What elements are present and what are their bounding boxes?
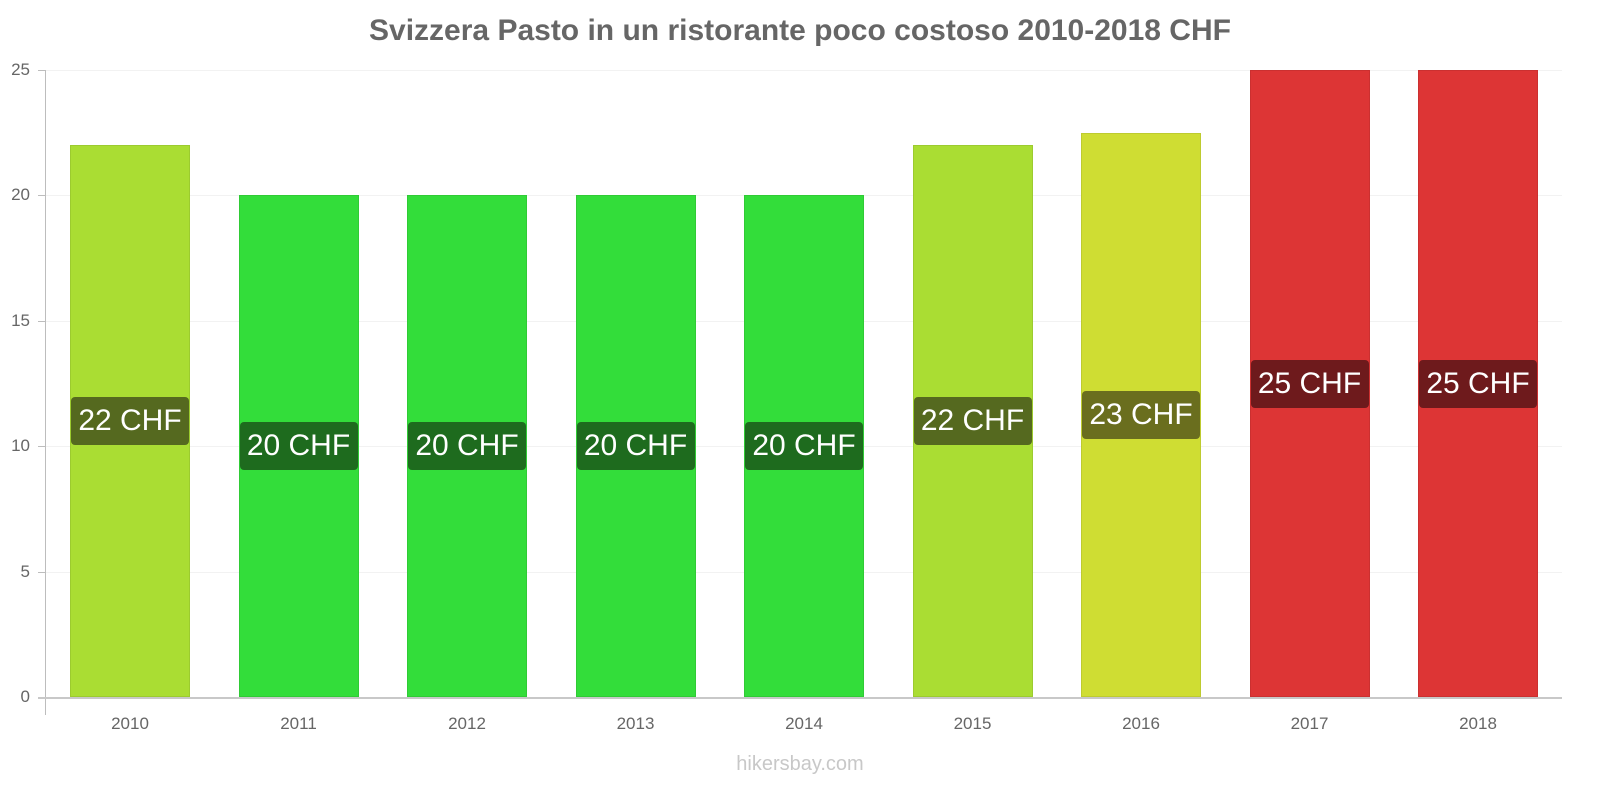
y-tick-label: 15: [11, 310, 30, 330]
data-label: 23 CHF: [1082, 390, 1200, 439]
y-tick-label: 5: [20, 561, 30, 581]
data-label: 20 CHF: [239, 422, 358, 471]
data-label: 20 CHF: [576, 422, 695, 471]
x-tick-label: 2013: [616, 714, 655, 733]
x-tick-label: 2014: [785, 714, 823, 733]
data-label: 25 CHF: [1419, 359, 1537, 408]
x-tick-label: 2018: [1459, 714, 1497, 733]
gridline: [46, 70, 1562, 71]
x-tick-label: 2017: [1290, 714, 1329, 733]
x-tick-label: 2010: [111, 714, 149, 733]
data-label: 20 CHF: [745, 422, 863, 471]
data-label: 22 CHF: [913, 397, 1032, 446]
y-tick-mark: [38, 70, 46, 71]
x-tick-label: 2012: [448, 714, 486, 733]
data-label: 22 CHF: [71, 397, 189, 446]
y-tick-mark: [38, 320, 46, 322]
x-tick-label: 2015: [953, 714, 992, 733]
data-label: 25 CHF: [1250, 359, 1369, 408]
y-tick-mark: [38, 446, 46, 448]
x-tick-label: 2011: [280, 714, 317, 733]
y-tick-mark: [38, 571, 46, 573]
y-tick-label: 20: [11, 185, 30, 205]
x-axis-line: [38, 697, 1562, 699]
y-tick-label: 25: [11, 60, 30, 79]
y-tick-label: 10: [11, 436, 30, 456]
chart-title: Svizzera Pasto in un ristorante poco cos…: [369, 14, 1231, 47]
data-label: 20 CHF: [408, 422, 526, 471]
watermark: hikersbay.com: [736, 753, 864, 775]
x-tick-label: 2016: [1122, 714, 1160, 733]
y-axis-line: [45, 70, 46, 715]
y-tick-mark: [38, 195, 46, 197]
y-tick-label: 0: [20, 687, 30, 706]
